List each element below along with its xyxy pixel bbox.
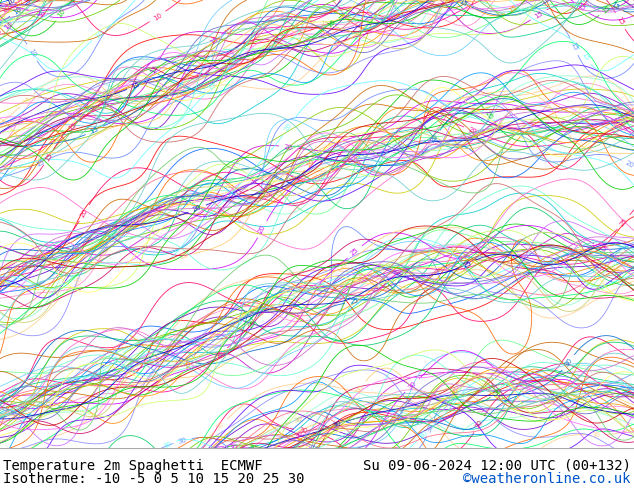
Text: 10: 10 <box>152 12 163 22</box>
Text: 15: 15 <box>533 10 544 20</box>
Text: 10: 10 <box>4 0 15 8</box>
Text: 15: 15 <box>576 2 586 13</box>
Text: 25: 25 <box>338 260 349 270</box>
Text: 30: 30 <box>294 431 304 440</box>
Text: 10: 10 <box>35 10 46 19</box>
Text: 15: 15 <box>131 81 141 90</box>
Text: 25: 25 <box>462 259 472 269</box>
Text: 20: 20 <box>179 252 190 260</box>
Text: 30: 30 <box>332 420 342 429</box>
Text: 10: 10 <box>3 21 14 31</box>
Text: 15: 15 <box>89 126 100 135</box>
Text: 10: 10 <box>56 8 67 19</box>
Text: 20: 20 <box>624 160 634 170</box>
Text: 30: 30 <box>563 357 573 368</box>
Text: 25: 25 <box>266 303 276 313</box>
Text: 15: 15 <box>326 19 337 29</box>
Text: 15: 15 <box>67 122 77 132</box>
Text: 15: 15 <box>150 64 159 74</box>
Text: 15: 15 <box>616 16 625 26</box>
Text: 30: 30 <box>229 444 238 450</box>
Text: 15: 15 <box>44 151 54 162</box>
Text: Su 09-06-2024 12:00 UTC (00+132): Su 09-06-2024 12:00 UTC (00+132) <box>363 459 631 473</box>
Text: 20: 20 <box>283 122 294 133</box>
Text: 30: 30 <box>493 387 503 397</box>
Text: Temperature 2m Spaghetti  ECMWF: Temperature 2m Spaghetti ECMWF <box>3 459 263 473</box>
Text: 15: 15 <box>580 51 590 62</box>
Text: 30: 30 <box>247 443 257 451</box>
Text: 30: 30 <box>592 432 600 438</box>
Text: 30: 30 <box>426 422 435 433</box>
Text: 25: 25 <box>112 354 122 365</box>
Text: 20: 20 <box>468 126 478 135</box>
Text: 30: 30 <box>356 384 365 394</box>
Text: 10: 10 <box>12 5 23 16</box>
Text: 30: 30 <box>474 419 484 430</box>
Text: 15: 15 <box>22 95 32 106</box>
Text: 30: 30 <box>178 437 188 445</box>
Text: 20: 20 <box>73 275 84 285</box>
Text: 25: 25 <box>216 349 226 360</box>
Text: 25: 25 <box>129 367 139 377</box>
Text: 30: 30 <box>406 380 417 391</box>
Text: 20: 20 <box>283 144 293 150</box>
Text: 20: 20 <box>192 204 202 213</box>
Text: 15: 15 <box>320 20 330 28</box>
Text: 10: 10 <box>94 29 105 40</box>
Text: 20: 20 <box>484 110 494 121</box>
Text: 15: 15 <box>209 35 219 46</box>
Text: 30: 30 <box>162 441 173 450</box>
Text: 25: 25 <box>349 247 360 257</box>
Text: 20: 20 <box>430 133 439 144</box>
Text: 20: 20 <box>53 286 63 296</box>
Text: 25: 25 <box>608 256 618 263</box>
Text: 15: 15 <box>224 26 235 36</box>
Text: 20: 20 <box>79 208 89 218</box>
Text: ©weatheronline.co.uk: ©weatheronline.co.uk <box>463 472 631 486</box>
Text: 25: 25 <box>619 217 629 227</box>
Text: 30: 30 <box>450 386 460 396</box>
Text: 25: 25 <box>247 318 257 329</box>
Text: 25: 25 <box>349 298 359 305</box>
Text: 10: 10 <box>1 4 12 14</box>
Text: 30: 30 <box>418 430 429 440</box>
Text: 25: 25 <box>597 244 607 254</box>
Text: Isotherme: -10 -5 0 5 10 15 20 25 30: Isotherme: -10 -5 0 5 10 15 20 25 30 <box>3 472 305 486</box>
Text: 15: 15 <box>508 4 519 14</box>
Text: 20: 20 <box>257 224 267 235</box>
Text: 20: 20 <box>306 158 316 169</box>
Text: 15: 15 <box>601 4 612 14</box>
Text: 10: 10 <box>14 0 25 8</box>
Text: 30: 30 <box>359 413 369 424</box>
Text: 15: 15 <box>569 41 579 52</box>
Text: 10: 10 <box>5 0 16 6</box>
Text: 30: 30 <box>298 427 308 435</box>
Text: 15: 15 <box>458 0 468 8</box>
Text: 30: 30 <box>293 416 304 424</box>
Text: 15: 15 <box>207 81 217 92</box>
Text: 25: 25 <box>183 359 193 369</box>
Text: 15: 15 <box>609 1 620 11</box>
Text: 30: 30 <box>215 420 226 431</box>
Text: 10: 10 <box>27 47 37 58</box>
Text: 15: 15 <box>35 158 46 168</box>
Text: 15: 15 <box>210 49 220 59</box>
